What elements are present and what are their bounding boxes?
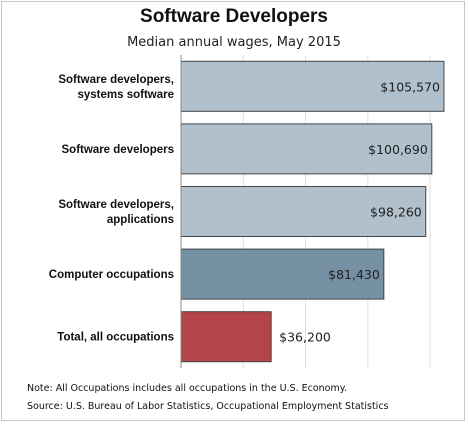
- category-label: applications: [107, 214, 174, 226]
- data-label: $105,570: [380, 79, 440, 94]
- bar: [180, 186, 427, 237]
- bar: [180, 60, 445, 112]
- data-label: $36,200: [279, 330, 331, 345]
- data-label: $100,690: [368, 142, 428, 157]
- bar: [180, 123, 433, 175]
- chart-subtitle: Median annual wages, May 2015: [127, 35, 341, 50]
- data-label: $81,430: [328, 267, 380, 282]
- category-label: Software developers,: [58, 74, 174, 86]
- category-label: Software developers: [62, 144, 174, 156]
- category-label: Total, all occupations: [57, 332, 174, 344]
- category-label: systems software: [77, 89, 174, 101]
- bar: [180, 248, 385, 300]
- bar: [180, 311, 272, 363]
- data-label: $98,260: [370, 205, 422, 220]
- category-label: Software developers,: [58, 199, 174, 211]
- category-label: Computer occupations: [49, 269, 174, 281]
- chart-source: Source: U.S. Bureau of Labor Statistics,…: [27, 401, 389, 412]
- chart-note: Note: All Occupations includes all occup…: [27, 383, 348, 394]
- chart-title: Software Developers: [140, 6, 328, 27]
